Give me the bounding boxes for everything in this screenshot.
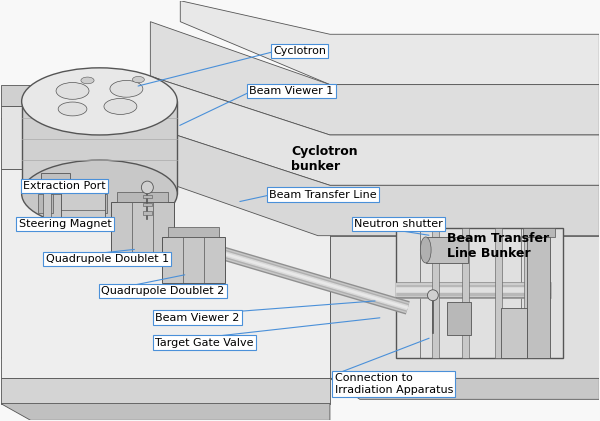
- Polygon shape: [1, 106, 330, 168]
- Polygon shape: [527, 237, 550, 358]
- Polygon shape: [22, 101, 177, 194]
- Text: Cyclotron
bunker: Cyclotron bunker: [291, 146, 358, 173]
- Polygon shape: [143, 203, 152, 206]
- Ellipse shape: [22, 160, 177, 227]
- Polygon shape: [41, 173, 70, 187]
- Text: Cyclotron: Cyclotron: [273, 46, 326, 56]
- Polygon shape: [61, 185, 69, 219]
- Text: Neutron shutter: Neutron shutter: [354, 219, 443, 229]
- Text: Beam Viewer 1: Beam Viewer 1: [249, 86, 334, 96]
- Polygon shape: [92, 194, 107, 213]
- Ellipse shape: [104, 99, 137, 115]
- Polygon shape: [146, 194, 161, 213]
- Polygon shape: [494, 228, 502, 358]
- Ellipse shape: [142, 181, 154, 194]
- Polygon shape: [43, 185, 51, 219]
- Polygon shape: [431, 228, 439, 358]
- Polygon shape: [523, 228, 555, 237]
- Polygon shape: [396, 228, 563, 358]
- Polygon shape: [47, 187, 65, 194]
- Polygon shape: [1, 85, 330, 106]
- Polygon shape: [112, 202, 174, 255]
- Ellipse shape: [22, 68, 177, 135]
- Polygon shape: [1, 168, 330, 378]
- Polygon shape: [1, 403, 330, 420]
- Polygon shape: [330, 236, 599, 378]
- Ellipse shape: [133, 77, 145, 83]
- Polygon shape: [1, 378, 330, 403]
- Polygon shape: [151, 21, 599, 135]
- Ellipse shape: [58, 102, 87, 116]
- Polygon shape: [169, 227, 219, 237]
- Text: Target Gate Valve: Target Gate Valve: [155, 338, 254, 348]
- Text: Beam Transfer Line: Beam Transfer Line: [269, 189, 376, 200]
- Text: Quadrupole Doublet 1: Quadrupole Doublet 1: [46, 254, 169, 264]
- Ellipse shape: [56, 83, 89, 99]
- Ellipse shape: [110, 80, 143, 97]
- Polygon shape: [143, 195, 152, 198]
- Polygon shape: [500, 308, 527, 358]
- Ellipse shape: [421, 237, 431, 263]
- Text: Steering Magnet: Steering Magnet: [19, 219, 112, 229]
- Ellipse shape: [428, 290, 438, 301]
- Polygon shape: [1, 118, 31, 378]
- Polygon shape: [61, 190, 106, 229]
- Text: Beam Transfer
Line Bunker: Beam Transfer Line Bunker: [446, 232, 549, 260]
- Polygon shape: [163, 237, 225, 282]
- Polygon shape: [330, 378, 599, 400]
- Polygon shape: [446, 301, 470, 335]
- Text: Beam Viewer 2: Beam Viewer 2: [155, 312, 239, 322]
- Polygon shape: [151, 76, 599, 185]
- Polygon shape: [524, 228, 532, 358]
- Text: Connection to
Irradiation Apparatus: Connection to Irradiation Apparatus: [335, 373, 453, 395]
- Polygon shape: [118, 192, 169, 202]
- Polygon shape: [461, 228, 469, 358]
- Text: Extraction Port: Extraction Port: [23, 181, 106, 191]
- Polygon shape: [143, 211, 152, 215]
- Ellipse shape: [81, 77, 94, 84]
- Text: Quadrupole Doublet 2: Quadrupole Doublet 2: [101, 286, 224, 296]
- Polygon shape: [38, 194, 53, 213]
- Polygon shape: [151, 127, 599, 236]
- Polygon shape: [180, 1, 599, 85]
- Polygon shape: [426, 237, 467, 263]
